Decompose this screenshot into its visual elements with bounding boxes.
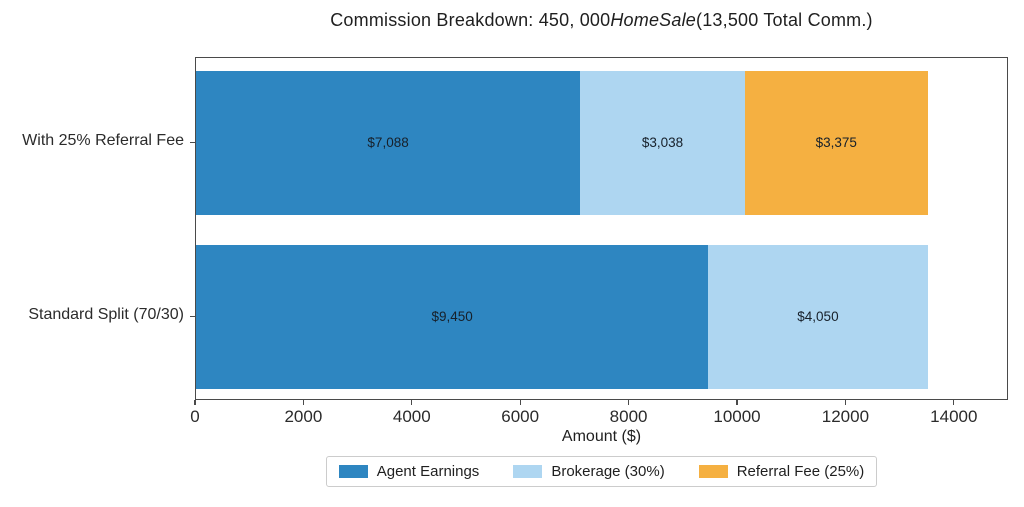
legend-box: Agent Earnings Brokerage (30%) Referral Fe…: [325, 456, 878, 487]
chart-title: Commission Breakdown: 450, 000HomeSale(1…: [195, 10, 1008, 31]
bar-segment: $9,450: [196, 245, 709, 389]
legend-item: Referral Fee (25%): [698, 463, 865, 480]
bar-value-label: $3,038: [641, 135, 684, 151]
y-tick-label: With 25% Referral Fee: [22, 131, 184, 149]
bar-segment: $7,088: [196, 71, 581, 215]
plot-area: $7,088 $3,038 $3,375 $9,450 $4,050: [195, 57, 1008, 400]
x-tick-label: 14000: [930, 407, 978, 426]
legend-swatch-icon: [513, 465, 543, 478]
x-tick-label: 0: [190, 407, 200, 426]
x-tick-mark: [627, 400, 630, 405]
bar-value-label: $7,088: [367, 135, 409, 151]
x-tick-label: 10000: [713, 407, 761, 426]
x-tick-mark: [736, 400, 738, 405]
x-tick-label: 6000: [501, 407, 540, 426]
x-tick-label: 12000: [821, 407, 870, 426]
legend: Agent Earnings Brokerage (30%) Referral Fe…: [195, 456, 1008, 487]
legend-swatch-icon: [698, 465, 728, 478]
x-tick-label: 2000: [284, 407, 323, 426]
bar-segment: $3,038: [580, 71, 745, 215]
y-tick-mark: [190, 315, 195, 318]
x-tick-label: 8000: [609, 407, 648, 426]
x-tick-mark: [519, 400, 521, 405]
x-tick-mark: [194, 400, 196, 405]
bar-value-label: $4,050: [797, 309, 839, 325]
x-axis-title: Amount ($): [561, 428, 642, 445]
legend-label: Agent Earnings: [376, 463, 480, 480]
x-tick-mark: [953, 400, 955, 405]
legend-item: Brokerage (30%): [513, 463, 665, 480]
legend-swatch-icon: [338, 465, 368, 478]
chart-title-prefix: Commission Breakdown: 450, 000: [330, 10, 611, 30]
x-tick-mark: [302, 400, 305, 405]
legend-item: Agent Earnings: [338, 463, 480, 480]
bar-segment: $4,050: [708, 245, 928, 389]
x-tick-mark: [844, 400, 847, 405]
bar-segment: $3,375: [744, 71, 928, 215]
bar-value-label: $3,375: [815, 135, 857, 151]
chart-title-math: HomeSale: [610, 10, 697, 30]
y-tick-label: Standard Split (70/30): [28, 305, 184, 323]
y-tick-mark: [190, 141, 195, 144]
legend-label: Brokerage (30%): [551, 463, 665, 480]
chart-title-suffix: (13,500 Total Comm.): [696, 10, 873, 30]
legend-label: Referral Fee (25%): [736, 463, 865, 480]
x-tick-mark: [411, 400, 413, 405]
bar-value-label: $9,450: [431, 309, 473, 325]
x-tick-label: 4000: [392, 407, 431, 426]
